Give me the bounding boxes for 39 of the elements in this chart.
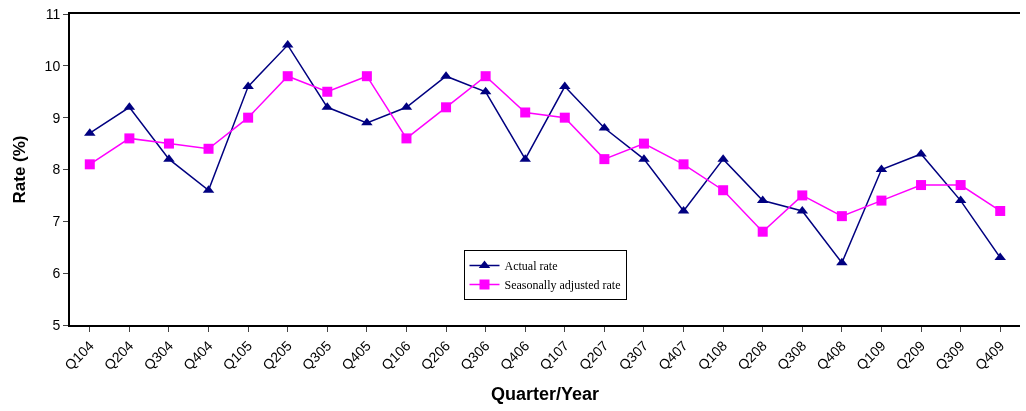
point xyxy=(994,252,1006,261)
point xyxy=(520,107,531,118)
x-axis-title: Quarter/Year xyxy=(490,383,600,404)
legend-label: Seasonally adjusted rate xyxy=(504,278,621,293)
y-tick-label: 10 xyxy=(44,57,61,74)
y-tick-label: 9 xyxy=(52,109,61,126)
y-tick-label: 6 xyxy=(52,265,61,282)
point xyxy=(361,71,372,82)
point xyxy=(559,112,570,123)
point xyxy=(559,81,571,90)
point xyxy=(322,86,333,97)
point xyxy=(836,257,848,266)
point xyxy=(995,205,1006,216)
legend-label: Actual rate xyxy=(504,259,558,274)
point xyxy=(243,112,254,123)
point xyxy=(401,133,412,144)
point xyxy=(678,159,689,170)
y-tick-label: 11 xyxy=(45,5,61,22)
point xyxy=(916,180,927,191)
point xyxy=(836,211,847,222)
point xyxy=(441,102,452,113)
point xyxy=(718,185,729,196)
point xyxy=(242,81,254,90)
point xyxy=(203,143,214,154)
point xyxy=(282,71,293,82)
point xyxy=(757,226,768,237)
point xyxy=(163,138,174,149)
point xyxy=(876,195,887,206)
y-axis-title: Rate (%) xyxy=(9,135,29,204)
point xyxy=(599,154,610,165)
point xyxy=(797,190,808,201)
y-tick-label: 5 xyxy=(52,316,61,333)
y-tick-label: 7 xyxy=(52,213,61,230)
point xyxy=(955,180,966,191)
point xyxy=(638,138,649,149)
point xyxy=(84,159,95,170)
point xyxy=(480,71,491,82)
point xyxy=(124,133,135,144)
y-tick-label: 8 xyxy=(52,161,61,178)
